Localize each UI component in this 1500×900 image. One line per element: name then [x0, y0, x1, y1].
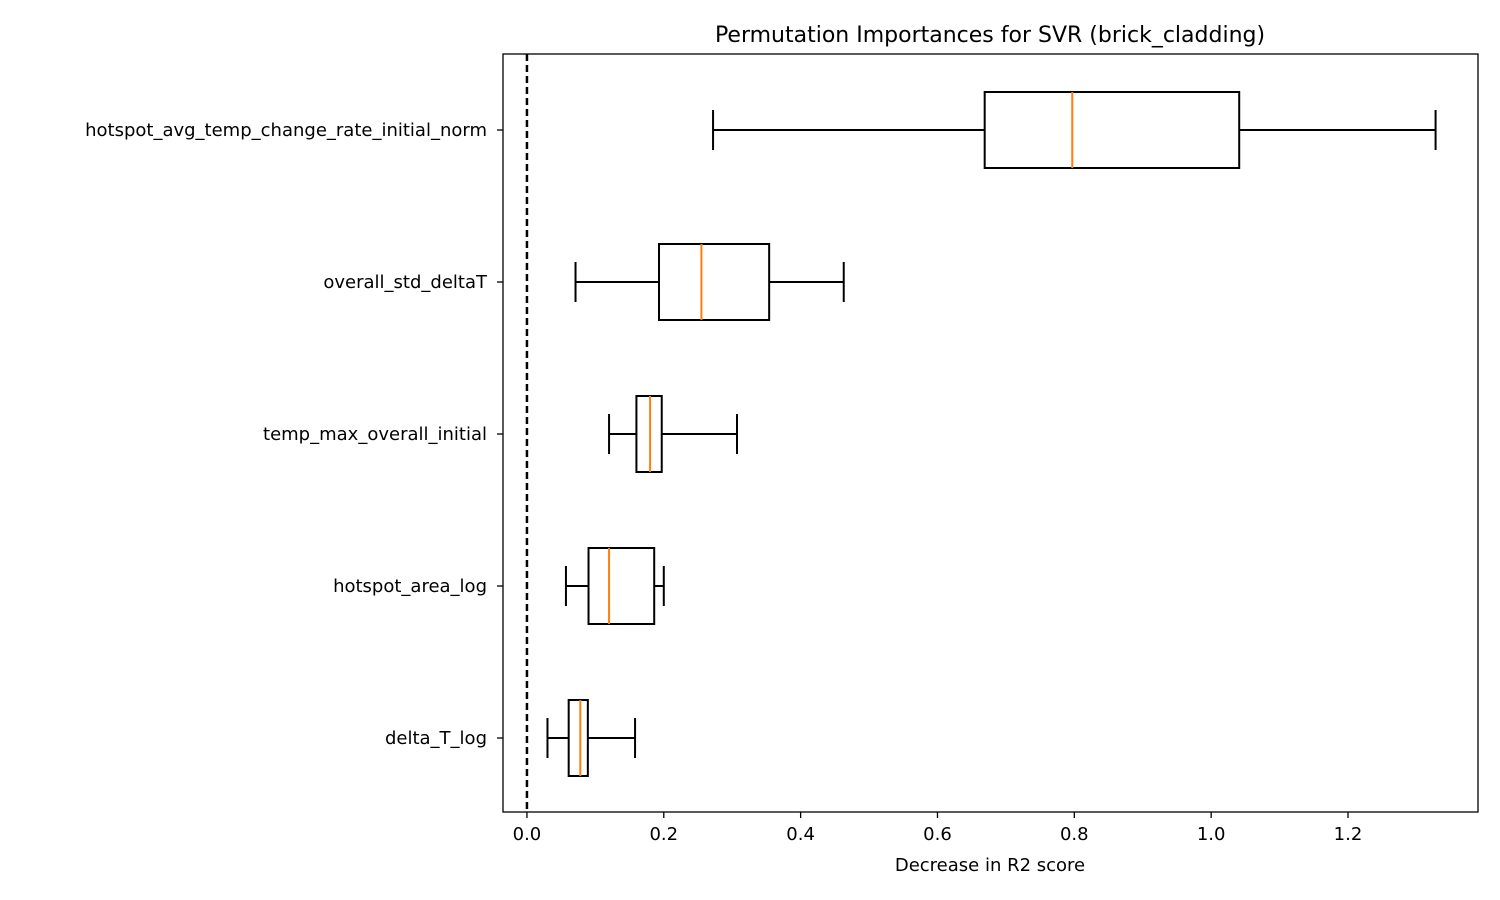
boxes-layer: [546, 91, 1437, 777]
y-tick-label: overall_std_deltaT: [323, 272, 488, 293]
box-4: [546, 699, 637, 777]
x-tick-label: 0.6: [923, 824, 952, 845]
y-tick-label: temp_max_overall_initial: [263, 424, 487, 445]
box-2: [608, 395, 738, 473]
box-1: [574, 243, 845, 321]
y-tick-label: hotspot_avg_temp_change_rate_initial_nor…: [85, 120, 487, 141]
x-tick-label: 1.2: [1334, 824, 1363, 845]
x-tick-label: 1.0: [1197, 824, 1226, 845]
y-tick-label: hotspot_area_log: [333, 576, 487, 597]
iqr-box: [658, 243, 771, 321]
box-0: [712, 91, 1437, 169]
y-tick-label: delta_T_log: [385, 728, 487, 749]
x-tick-label: 0.8: [1060, 824, 1089, 845]
iqr-box: [587, 547, 656, 625]
x-tick-label: 0.2: [649, 824, 678, 845]
iqr-box: [983, 91, 1241, 169]
x-tick-label: 0.0: [513, 824, 542, 845]
chart-title: Permutation Importances for SVR (brick_c…: [715, 23, 1265, 48]
x-axis-label: Decrease in R2 score: [895, 855, 1085, 876]
x-axis: 0.0 0.2 0.4 0.6 0.8 1.0 1.2: [513, 812, 1363, 845]
box-3: [564, 547, 665, 625]
x-tick-label: 0.4: [786, 824, 815, 845]
plot-frame: [502, 53, 1479, 813]
iqr-box: [635, 395, 663, 473]
iqr-box: [567, 699, 589, 777]
y-axis: hotspot_avg_temp_change_rate_initial_nor…: [85, 120, 503, 749]
